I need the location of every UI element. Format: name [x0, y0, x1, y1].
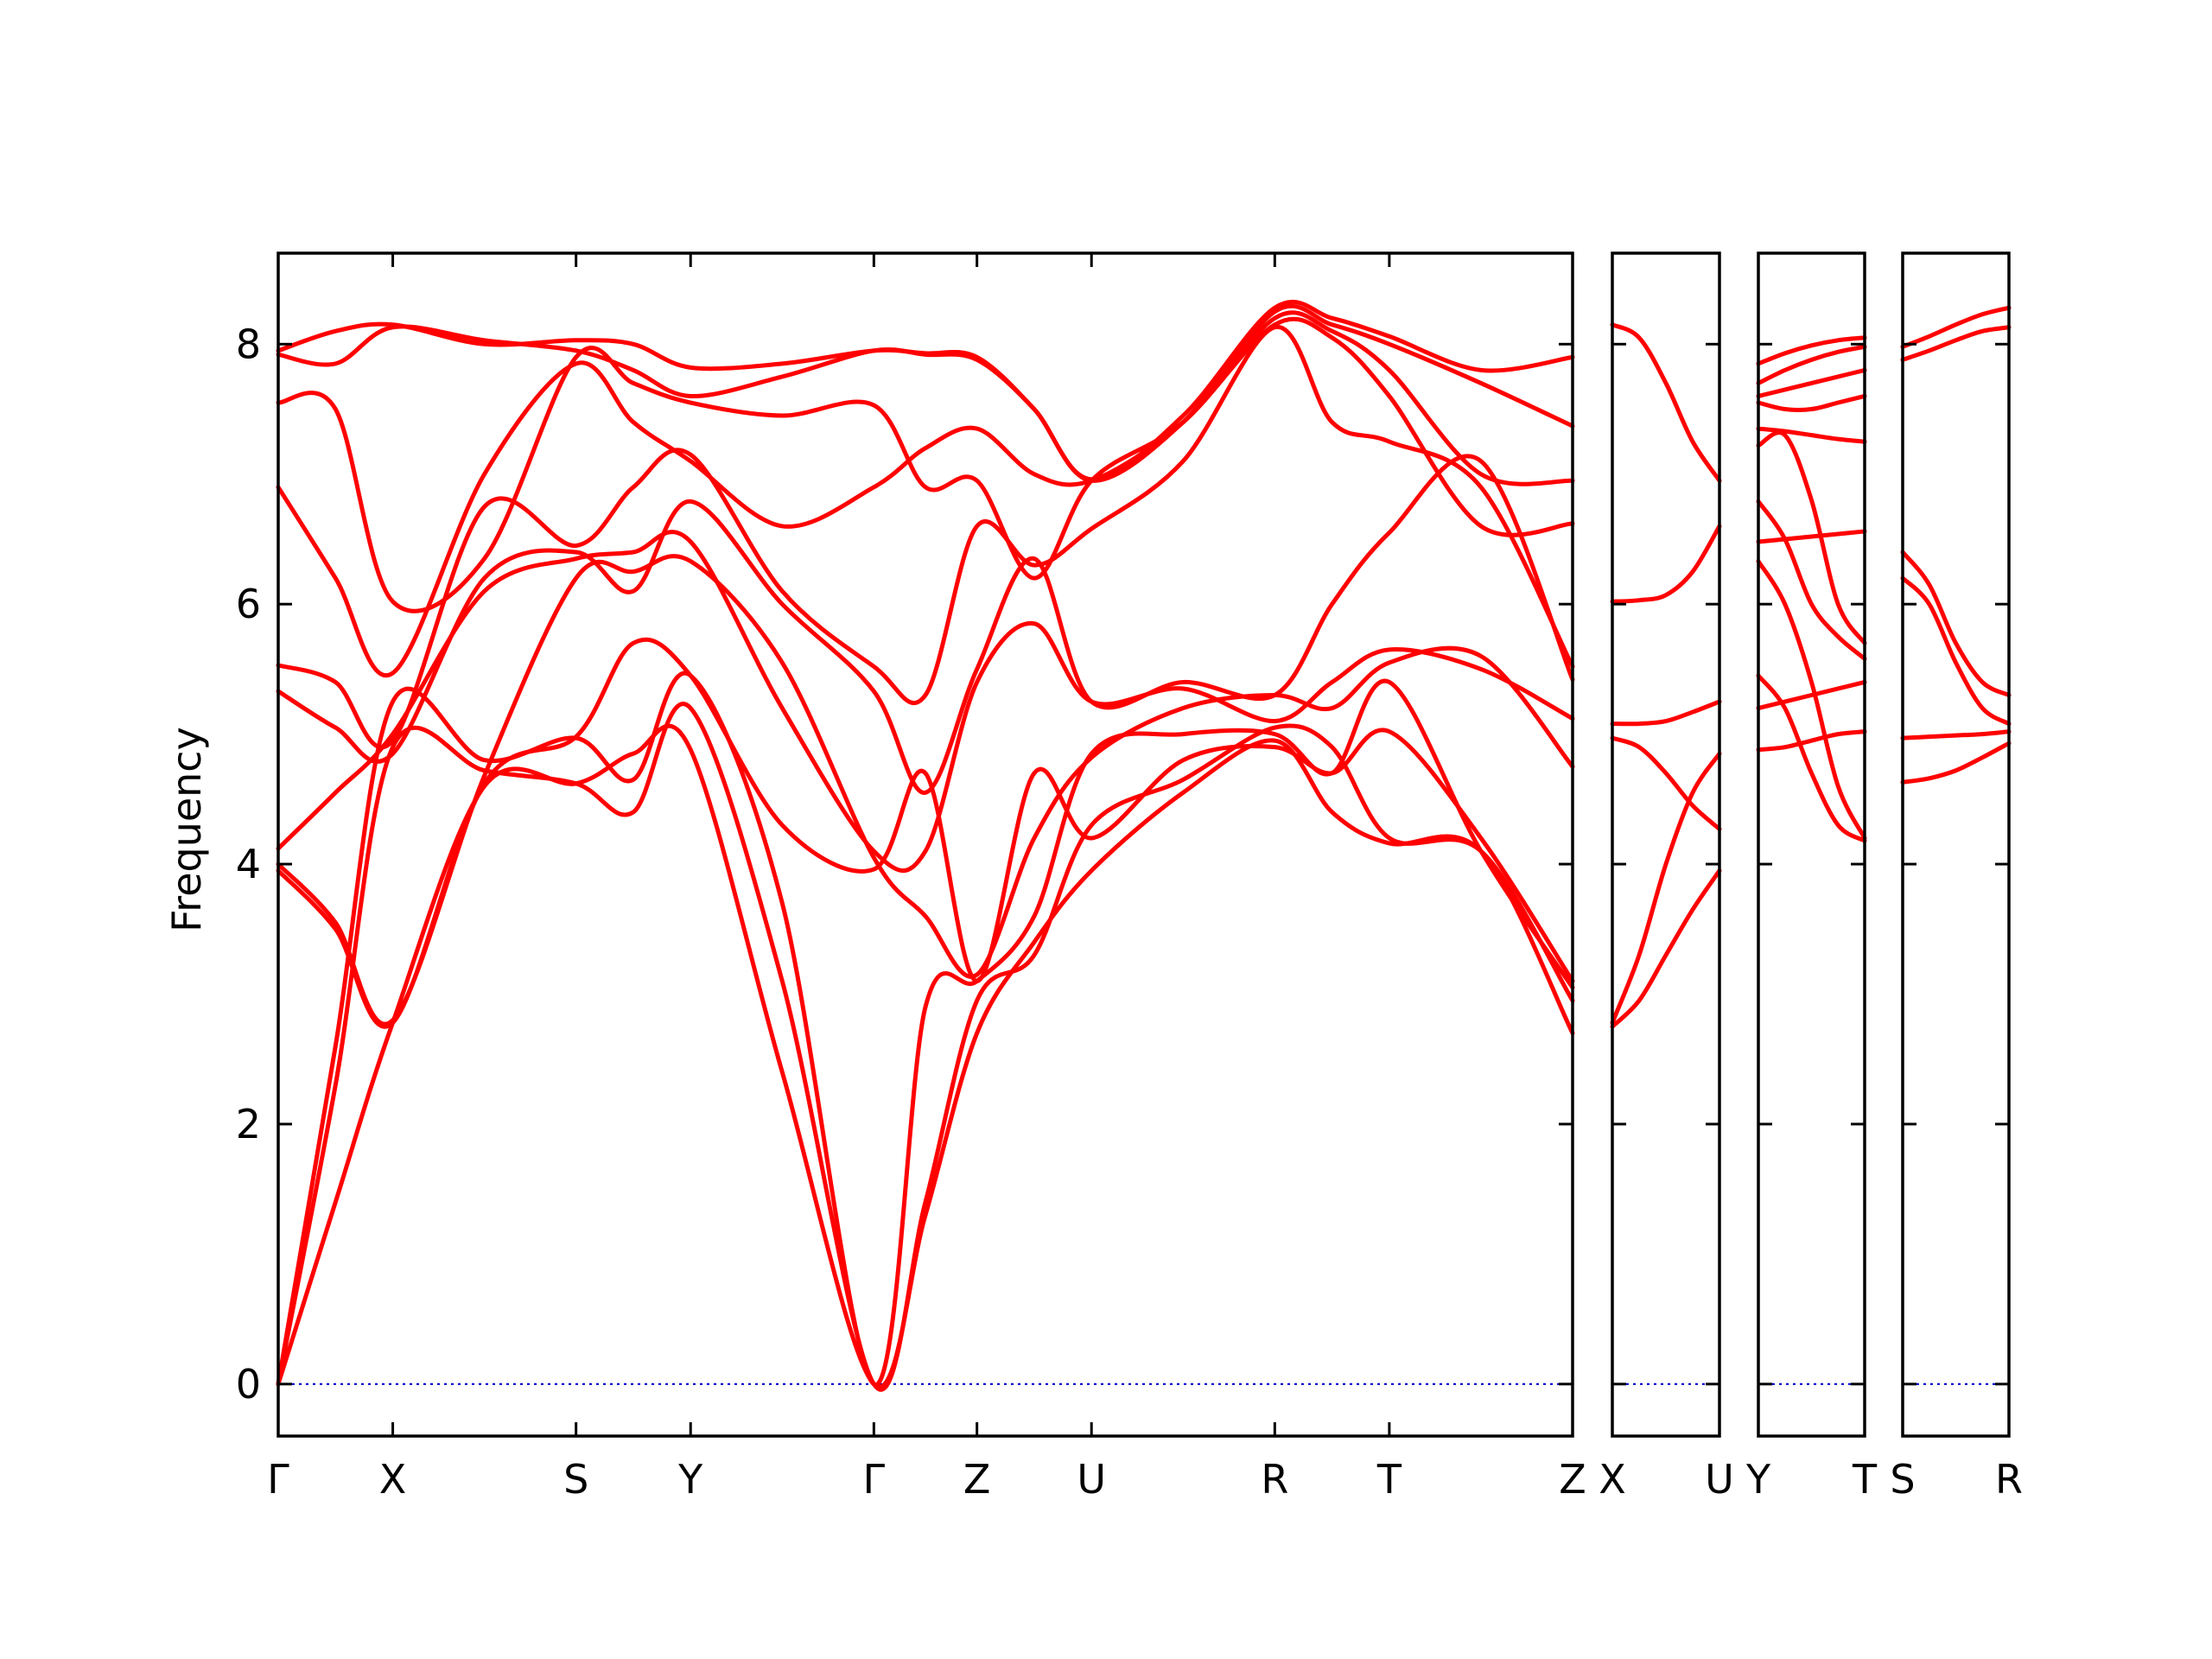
y-tick-label: 6	[236, 581, 261, 627]
band-S-R-6	[1900, 305, 2012, 349]
band-Y-T-2	[1756, 679, 1867, 711]
x-tick-label: U	[1077, 1456, 1106, 1503]
axes-frame	[1611, 251, 1721, 1438]
x-tick-label: T	[1852, 1456, 1878, 1503]
band-Y-T-4	[1756, 559, 1867, 841]
band-Y-T-5	[1756, 529, 1867, 544]
band-X-U-6	[1610, 322, 1722, 483]
band-S-R-2	[1900, 729, 2012, 741]
band-Y-T-9	[1756, 393, 1867, 412]
band-Y-T-11	[1756, 344, 1867, 385]
band-main-1	[276, 723, 1575, 1389]
band-main-10	[276, 310, 1575, 613]
band-main-5	[276, 554, 1575, 1027]
x-tick-label: Y	[677, 1456, 703, 1503]
band-X-U-1	[1610, 868, 1722, 1029]
band-Y-T-6	[1756, 499, 1867, 661]
band-main-3	[276, 671, 1575, 1387]
x-tick-label: Y	[1745, 1456, 1771, 1503]
band-X-U-2	[1610, 751, 1722, 1026]
band-Y-T-1	[1756, 729, 1867, 753]
x-tick-label: Z	[1559, 1456, 1586, 1503]
x-tick-label: S	[563, 1456, 588, 1503]
x-tick-label: T	[1376, 1456, 1402, 1503]
y-tick-label: 4	[236, 841, 261, 887]
panel-main: 0 2 4 6 8 Γ X S Y Γ Z U R T Z	[236, 251, 1586, 1503]
axes-frame	[276, 251, 1574, 1438]
x-tick-label: S	[1890, 1456, 1915, 1503]
band-X-U-5	[1610, 524, 1722, 604]
y-axis-label: Frequency	[163, 727, 210, 932]
band-Y-T-10	[1756, 367, 1867, 398]
axes-frame	[1757, 251, 1866, 1438]
x-tick-label: Γ	[267, 1456, 289, 1503]
band-S-R-1	[1900, 741, 2012, 785]
y-tick-label: 0	[236, 1361, 261, 1408]
band-main-7	[276, 454, 1575, 795]
axes-frame	[1901, 251, 2011, 1438]
x-tick-label: Z	[963, 1456, 991, 1503]
band-Y-T-12	[1756, 335, 1867, 366]
band-main-12	[276, 299, 1575, 482]
band-S-R-5	[1900, 325, 2012, 362]
x-tick-label: R	[1995, 1456, 2023, 1503]
band-S-R-3	[1900, 575, 2012, 727]
x-tick-label: R	[1261, 1456, 1288, 1503]
x-tick-label: Γ	[863, 1456, 886, 1503]
band-Y-T-8	[1756, 426, 1867, 444]
x-tick-label: U	[1705, 1456, 1734, 1503]
band-S-R-4	[1900, 550, 2012, 697]
band-main-2	[276, 702, 1575, 1392]
band-main-8	[276, 325, 1575, 750]
band-main-9	[276, 316, 1575, 678]
x-tick-label: X	[379, 1456, 407, 1503]
band-X-U-3	[1610, 735, 1722, 831]
band-Y-T-3	[1756, 673, 1867, 843]
x-tick-label: X	[1599, 1456, 1626, 1503]
band-X-U-4	[1610, 699, 1722, 727]
band-main-6	[276, 530, 1575, 874]
y-tick-label: 8	[236, 321, 261, 367]
y-tick-label: 2	[236, 1101, 261, 1147]
